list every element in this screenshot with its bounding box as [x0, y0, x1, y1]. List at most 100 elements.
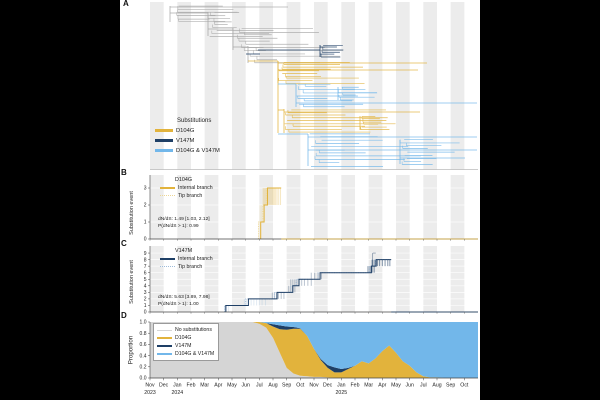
- legend-item-internal-branch: Internal branch: [160, 185, 213, 193]
- legend-label: Tip branch: [178, 263, 203, 270]
- panel-b-legend: D104G Internal branch Tip branch: [160, 177, 213, 200]
- panel-c-y-axis-title: Substitution event: [129, 260, 135, 304]
- svg-text:Jun: Jun: [405, 383, 413, 389]
- no-substitutions-swatch: [157, 329, 172, 332]
- svg-text:3: 3: [144, 186, 147, 192]
- legend-label: V147M: [176, 137, 195, 144]
- d104g-swatch: [157, 337, 172, 340]
- legend-label: Tip branch: [178, 192, 203, 199]
- svg-text:Oct: Oct: [296, 383, 305, 389]
- svg-text:2: 2: [144, 297, 147, 303]
- svg-text:Jul: Jul: [420, 383, 427, 389]
- svg-text:7: 7: [144, 264, 147, 270]
- svg-text:Jul: Jul: [256, 383, 263, 389]
- svg-text:Nov: Nov: [309, 383, 319, 389]
- panel-a-label: A: [123, 0, 129, 8]
- svg-text:Apr: Apr: [378, 383, 386, 389]
- v147m-line-swatch: [155, 139, 173, 142]
- panel-b-y-axis-title: Substitution event: [129, 191, 135, 235]
- legend-label: D104G & V147M: [175, 350, 215, 357]
- svg-text:2: 2: [144, 203, 147, 209]
- svg-text:Feb: Feb: [187, 383, 196, 389]
- dnds-probability: P(dN/dS > 1): 0.99: [158, 224, 199, 229]
- panel-b-dnds-annotation: dN/dS: 1.49 [1.03, 2.12] P(dN/dS > 1): 0…: [158, 216, 210, 230]
- svg-text:Sep: Sep: [446, 383, 455, 389]
- panel-c-label: C: [121, 239, 127, 248]
- svg-text:0.6: 0.6: [140, 342, 147, 348]
- svg-text:3: 3: [144, 290, 147, 296]
- svg-text:9: 9: [144, 251, 147, 257]
- svg-text:Dec: Dec: [323, 383, 333, 389]
- svg-text:May: May: [391, 383, 401, 389]
- tip-branch-swatch: [160, 195, 175, 197]
- d104g-v147m-swatch: [157, 352, 172, 355]
- svg-text:0.2: 0.2: [140, 365, 147, 371]
- v147m-swatch: [157, 345, 172, 347]
- tree-legend: Substitutions D104G V147M D104G & V147M: [155, 118, 220, 156]
- svg-text:0.8: 0.8: [140, 331, 147, 337]
- svg-text:May: May: [227, 383, 237, 389]
- svg-text:Oct: Oct: [460, 383, 469, 389]
- panel-c-dnds-annotation: dN/dS: 5.63 [3.89, 7.98] P(dN/dS > 1): 1…: [158, 294, 210, 308]
- legend-label: D104G & V147M: [176, 147, 220, 154]
- svg-text:0.4: 0.4: [140, 353, 147, 359]
- svg-text:Feb: Feb: [351, 383, 360, 389]
- svg-text:5: 5: [144, 277, 147, 283]
- svg-text:Nov: Nov: [145, 383, 155, 389]
- panel-c-legend: V147M Internal branch Tip branch: [160, 248, 213, 271]
- legend-label: D104G: [176, 127, 195, 134]
- svg-text:8: 8: [144, 257, 147, 263]
- dnds-value: dN/dS: 5.63 [3.89, 7.98]: [158, 295, 210, 300]
- svg-text:6: 6: [144, 270, 147, 276]
- internal-branch-swatch: [160, 187, 175, 190]
- internal-branch-swatch: [160, 258, 175, 261]
- dnds-probability: P(dN/dS > 1): 1.00: [158, 302, 199, 307]
- panel-c-legend-title: V147M: [175, 248, 193, 254]
- legend-label: V147M: [175, 342, 192, 349]
- svg-text:2023: 2023: [144, 390, 156, 396]
- legend-label: D104G: [175, 335, 192, 342]
- legend-label: Internal branch: [178, 256, 213, 263]
- panel-a-phylogenetic-tree: [150, 2, 478, 170]
- legend-item-internal-branch: Internal branch: [160, 256, 213, 264]
- svg-text:Mar: Mar: [200, 383, 209, 389]
- d104g-line-swatch: [155, 129, 173, 132]
- svg-text:Dec: Dec: [159, 383, 169, 389]
- svg-text:Jun: Jun: [241, 383, 249, 389]
- tip-branch-swatch: [160, 266, 175, 268]
- svg-text:0: 0: [144, 310, 147, 315]
- svg-text:Apr: Apr: [214, 383, 222, 389]
- legend-item-no-substitutions: No substitutions: [157, 327, 214, 335]
- legend-item-v147m: V147M: [157, 342, 214, 350]
- legend-item-d104g-v147m: D104G & V147M: [157, 350, 214, 358]
- svg-text:Aug: Aug: [432, 383, 441, 389]
- svg-text:Jan: Jan: [337, 383, 345, 389]
- svg-text:1: 1: [144, 220, 147, 226]
- svg-text:2025: 2025: [336, 390, 348, 396]
- svg-text:1: 1: [144, 303, 147, 309]
- d104g-v147m-line-swatch: [155, 149, 173, 152]
- panel-d-label: D: [121, 311, 127, 320]
- legend-item-tip-branch: Tip branch: [160, 263, 213, 271]
- svg-text:Sep: Sep: [282, 383, 291, 389]
- svg-text:4: 4: [144, 284, 147, 290]
- legend-item-d104g: D104G: [157, 334, 214, 342]
- tree-legend-title: Substitutions: [177, 118, 212, 124]
- svg-text:Aug: Aug: [268, 383, 277, 389]
- svg-text:0: 0: [144, 237, 147, 243]
- legend-item-v147m: V147M: [155, 136, 220, 146]
- svg-text:2024: 2024: [172, 390, 184, 396]
- legend-item-tip-branch: Tip branch: [160, 192, 213, 200]
- svg-text:Mar: Mar: [364, 383, 373, 389]
- panel-b-legend-title: D104G: [175, 177, 193, 183]
- svg-text:Jan: Jan: [173, 383, 181, 389]
- panel-b-label: B: [121, 168, 127, 177]
- svg-text:0.0: 0.0: [140, 376, 147, 382]
- svg-text:1.0: 1.0: [140, 320, 147, 326]
- legend-label: Internal branch: [178, 185, 213, 192]
- legend-label: No substitutions: [175, 327, 212, 334]
- panel-b-step-chart-d104g: 0 1 2 3: [144, 175, 478, 243]
